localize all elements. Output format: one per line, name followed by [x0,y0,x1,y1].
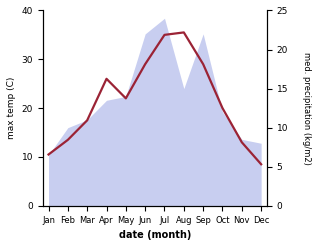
Y-axis label: med. precipitation (kg/m2): med. precipitation (kg/m2) [302,52,311,165]
Y-axis label: max temp (C): max temp (C) [7,77,16,139]
X-axis label: date (month): date (month) [119,230,191,240]
